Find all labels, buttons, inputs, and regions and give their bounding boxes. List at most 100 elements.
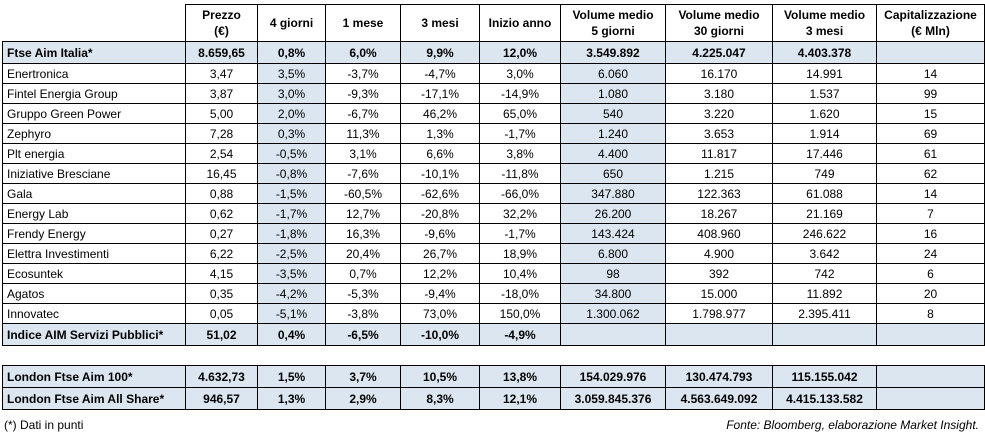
cell: 12,1% <box>479 387 561 410</box>
cell: 4.400 <box>560 143 666 164</box>
cell: 10,4% <box>479 263 561 284</box>
cell: 3,87 <box>185 83 258 104</box>
cell: 16,3% <box>325 223 401 244</box>
cell: 6 <box>876 263 985 284</box>
header-text: 4 giorni <box>269 16 314 30</box>
cell: 4.403.378 <box>772 41 877 64</box>
cell: 61.088 <box>772 183 877 204</box>
table-row: Plt energia 2,54 -0,5% 3,1% 6,6% 3,8% 4.400 11.… <box>2 143 985 164</box>
cell: 15.000 <box>665 283 773 304</box>
cell <box>665 323 773 346</box>
cell: -7,6% <box>325 163 401 184</box>
header-text: 1 mese <box>342 16 384 30</box>
cell: -4,9% <box>479 323 561 346</box>
cell: 650 <box>560 163 666 184</box>
cell: -9,4% <box>400 283 480 304</box>
name-cell: Energy Lab <box>2 203 186 224</box>
cell: 69 <box>876 123 985 144</box>
cell: 26,7% <box>400 243 480 264</box>
cell: 4.415.133.582 <box>772 387 877 410</box>
spacer-cell <box>876 345 985 366</box>
table-row: Fintel Energia Group 3,87 3,0% -9,3% -17,1% -… <box>2 83 985 104</box>
cell: 7 <box>876 203 985 224</box>
cell: 3.642 <box>772 243 877 264</box>
header-row: Prezzo (€) 4 giorni 1 mese 3 mesi Inizio anno… <box>2 4 985 42</box>
cell: 14 <box>876 183 985 204</box>
cell: -6,5% <box>325 323 401 346</box>
cell: -3,8% <box>325 303 401 324</box>
header-cell: 4 giorni <box>257 4 326 42</box>
cell: 20,4% <box>325 243 401 264</box>
cell: 0,8% <box>257 41 326 64</box>
name-cell: Iniziative Bresciane <box>2 163 186 184</box>
cell: 0,88 <box>185 183 258 204</box>
cell: 16,45 <box>185 163 258 184</box>
cell: 1.914 <box>772 123 877 144</box>
cell: 15 <box>876 103 985 124</box>
cell: 17.446 <box>772 143 877 164</box>
cell: 2,54 <box>185 143 258 164</box>
cell: -0,5% <box>257 143 326 164</box>
cell: -9,3% <box>325 83 401 104</box>
cell: -4,7% <box>400 63 480 84</box>
name-cell: Innovatec <box>2 303 186 324</box>
cell: 4.900 <box>665 243 773 264</box>
cell: 143.424 <box>560 223 666 244</box>
spacer-row <box>2 345 985 366</box>
cell: 0,27 <box>185 223 258 244</box>
cell: 13,8% <box>479 365 561 388</box>
cell: 1,5% <box>257 365 326 388</box>
cell: 3,47 <box>185 63 258 84</box>
cell <box>772 323 877 346</box>
name-cell: Zephyro <box>2 123 186 144</box>
cell: 3.059.845.376 <box>560 387 666 410</box>
name-cell: Plt energia <box>2 143 186 164</box>
spacer-cell <box>2 345 186 366</box>
cell: 0,05 <box>185 303 258 324</box>
cell: -0,8% <box>257 163 326 184</box>
cell: -1,7% <box>479 123 561 144</box>
table-row: Enertronica 3,47 3,5% -3,7% -4,7% 3,0% 6.060 16… <box>2 63 985 84</box>
cell: 0,7% <box>325 263 401 284</box>
cell: 12,0% <box>479 41 561 64</box>
header-text: (€ Mln) <box>911 24 950 38</box>
cell: 3,0% <box>479 63 561 84</box>
name-cell: London Ftse Aim All Share* <box>2 387 186 410</box>
header-text: Capitalizzazione <box>884 8 977 22</box>
cell <box>876 365 985 388</box>
cell: 9,9% <box>400 41 480 64</box>
cell: -20,8% <box>400 203 480 224</box>
cell <box>876 387 985 410</box>
cell: 8.659,65 <box>185 41 258 64</box>
header-text: (€) <box>214 24 229 38</box>
cell: 21.169 <box>772 203 877 224</box>
cell: 6.800 <box>560 243 666 264</box>
cell: -1,7% <box>257 203 326 224</box>
table-row: Innovatec 0,05 -5,1% -3,8% 73,0% 150,0% 1.300.… <box>2 303 985 324</box>
table-row: Gruppo Green Power 5,00 2,0% -6,7% 46,2% 65,0… <box>2 103 985 124</box>
table-row: Agatos 0,35 -4,2% -5,3% -9,4% -18,0% 34.800 15.… <box>2 283 985 304</box>
cell: -14,9% <box>479 83 561 104</box>
cell: 14 <box>876 63 985 84</box>
cell: 1.080 <box>560 83 666 104</box>
cell: 749 <box>772 163 877 184</box>
cell: 0,62 <box>185 203 258 224</box>
table-row: Gala 0,88 -1,5% -60,5% -62,6% -66,0% 347.880 12… <box>2 183 985 204</box>
cell: 3.653 <box>665 123 773 144</box>
header-text: Volume medio <box>678 8 760 22</box>
cell: -3,7% <box>325 63 401 84</box>
cell: -62,6% <box>400 183 480 204</box>
cell: 6,22 <box>185 243 258 264</box>
cell: 51,02 <box>185 323 258 346</box>
header-text: Volume medio <box>572 8 654 22</box>
cell: 65,0% <box>479 103 561 124</box>
cell: -10,0% <box>400 323 480 346</box>
cell: 5,00 <box>185 103 258 124</box>
header-text: 30 giorni <box>693 24 744 38</box>
table-row: Frendy Energy 0,27 -1,8% 16,3% -9,6% -1,7% 143… <box>2 223 985 244</box>
cell: -60,5% <box>325 183 401 204</box>
cell: 408.960 <box>665 223 773 244</box>
table-row: Elettra Investimenti 6,22 -2,5% 20,4% 26,7% 1… <box>2 243 985 264</box>
header-text: Prezzo <box>202 8 241 22</box>
cell: 6,0% <box>325 41 401 64</box>
